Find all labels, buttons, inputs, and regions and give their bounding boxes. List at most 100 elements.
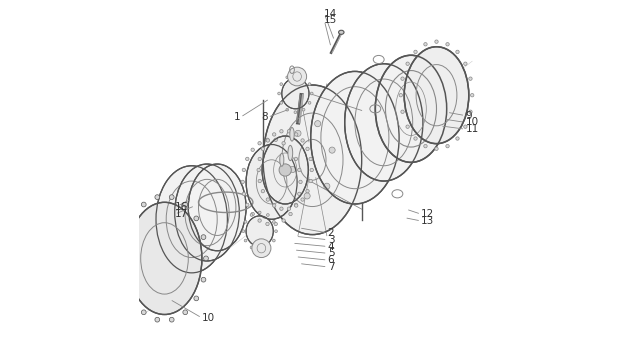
Circle shape (295, 204, 298, 207)
Text: 10: 10 (202, 313, 215, 323)
Ellipse shape (339, 30, 344, 34)
Circle shape (456, 50, 459, 54)
Circle shape (266, 138, 269, 141)
Ellipse shape (262, 136, 308, 204)
Ellipse shape (156, 166, 227, 273)
Circle shape (304, 193, 310, 199)
Circle shape (298, 192, 301, 196)
Circle shape (277, 92, 281, 95)
Circle shape (169, 317, 174, 322)
Circle shape (414, 137, 417, 140)
Circle shape (183, 310, 188, 314)
Text: 15: 15 (324, 15, 337, 26)
Circle shape (251, 148, 255, 152)
Circle shape (401, 110, 404, 114)
Circle shape (123, 277, 128, 282)
Circle shape (273, 204, 276, 207)
Circle shape (274, 222, 277, 226)
Circle shape (470, 94, 474, 97)
Circle shape (142, 202, 146, 207)
Circle shape (289, 148, 292, 152)
Circle shape (273, 133, 276, 136)
Circle shape (280, 207, 283, 210)
Text: 3: 3 (328, 235, 334, 245)
Circle shape (201, 277, 206, 282)
Circle shape (155, 195, 159, 200)
Circle shape (414, 50, 417, 54)
Circle shape (399, 94, 402, 97)
Ellipse shape (287, 67, 307, 86)
Circle shape (302, 76, 305, 79)
Circle shape (424, 144, 427, 148)
Circle shape (142, 310, 146, 314)
Text: 13: 13 (421, 216, 434, 226)
Circle shape (279, 164, 291, 176)
Circle shape (324, 183, 330, 189)
Ellipse shape (127, 202, 202, 314)
Circle shape (280, 130, 283, 133)
Circle shape (464, 125, 467, 129)
Circle shape (155, 317, 159, 322)
Text: 11: 11 (465, 124, 479, 134)
Circle shape (257, 168, 260, 172)
Circle shape (446, 42, 449, 46)
Circle shape (287, 130, 290, 133)
Circle shape (468, 77, 472, 80)
Circle shape (261, 147, 265, 151)
Text: 2: 2 (328, 228, 334, 238)
Circle shape (130, 296, 135, 301)
Circle shape (266, 198, 269, 201)
Circle shape (121, 256, 125, 261)
Circle shape (273, 239, 275, 242)
Circle shape (258, 219, 261, 222)
Ellipse shape (404, 47, 469, 143)
Circle shape (295, 130, 301, 136)
Circle shape (310, 92, 313, 95)
Circle shape (258, 211, 261, 214)
Text: 17: 17 (175, 209, 188, 219)
Circle shape (266, 214, 269, 216)
Text: 4: 4 (328, 241, 334, 252)
Text: 10: 10 (465, 117, 478, 128)
Circle shape (123, 235, 128, 239)
Circle shape (294, 111, 297, 114)
Circle shape (203, 256, 208, 261)
Text: 1: 1 (234, 112, 240, 122)
Circle shape (401, 77, 404, 80)
Circle shape (309, 179, 312, 183)
Ellipse shape (375, 55, 447, 163)
Circle shape (274, 138, 277, 141)
Circle shape (424, 42, 427, 46)
Circle shape (273, 221, 275, 223)
Circle shape (302, 108, 305, 111)
Circle shape (266, 222, 269, 226)
Circle shape (261, 189, 265, 193)
Circle shape (298, 168, 301, 172)
Circle shape (406, 125, 409, 129)
Circle shape (446, 144, 449, 148)
Circle shape (194, 216, 198, 221)
Circle shape (308, 101, 311, 104)
Circle shape (309, 157, 312, 161)
Circle shape (464, 62, 467, 65)
Circle shape (242, 168, 245, 172)
Circle shape (244, 221, 247, 223)
Ellipse shape (311, 71, 399, 204)
Circle shape (201, 235, 206, 239)
Circle shape (308, 83, 311, 86)
Circle shape (287, 207, 290, 210)
Circle shape (294, 157, 298, 160)
Circle shape (241, 180, 244, 184)
Text: 6: 6 (328, 255, 334, 265)
Circle shape (280, 101, 282, 104)
Circle shape (280, 83, 282, 86)
Circle shape (245, 157, 249, 160)
Circle shape (289, 212, 292, 216)
Circle shape (435, 40, 438, 44)
Text: 5: 5 (328, 248, 334, 258)
Text: 7: 7 (328, 262, 334, 272)
Text: 9: 9 (465, 110, 472, 121)
Circle shape (258, 249, 261, 251)
Circle shape (306, 189, 309, 193)
Circle shape (258, 141, 261, 145)
